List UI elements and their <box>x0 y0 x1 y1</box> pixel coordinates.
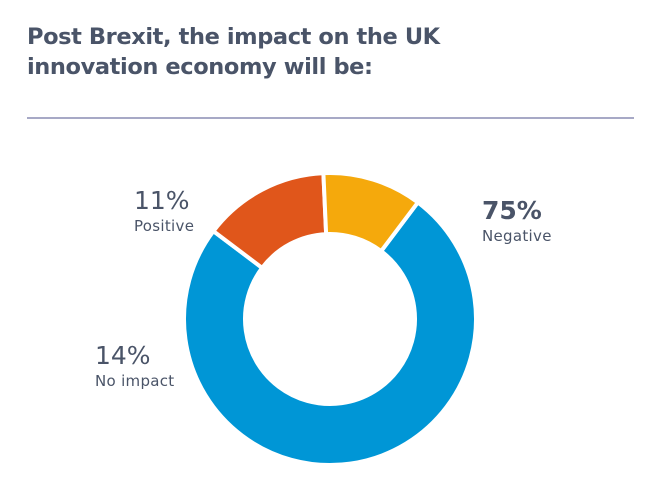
chart-title: Post Brexit, the impact on the UK innova… <box>27 24 440 80</box>
positive-category-label: Positive <box>134 217 195 235</box>
no-impact-value-label: 14% <box>95 341 151 370</box>
positive-value-label: 11% <box>134 186 190 215</box>
label-positive: 11% Positive <box>134 186 194 236</box>
negative-category-label: Negative <box>482 227 552 245</box>
no-impact-category-label: No impact <box>95 372 175 390</box>
label-no-impact: 14% No impact <box>95 341 175 391</box>
negative-value-label: 75% <box>482 196 542 225</box>
slice-positive <box>321 171 420 254</box>
slice-negative <box>182 200 478 467</box>
label-negative: 75% Negative <box>482 196 552 246</box>
title-divider <box>27 117 634 119</box>
